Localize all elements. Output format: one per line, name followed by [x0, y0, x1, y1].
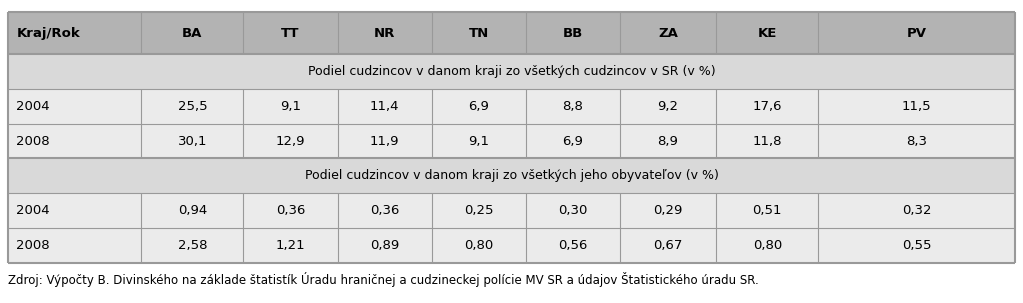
Text: 0,56: 0,56: [559, 239, 587, 252]
Text: KE: KE: [758, 27, 776, 39]
Text: 1,21: 1,21: [276, 239, 305, 252]
Text: 8,8: 8,8: [563, 100, 583, 113]
Text: 9,1: 9,1: [469, 135, 489, 148]
Bar: [8, 228, 1015, 263]
Text: 0,36: 0,36: [276, 204, 305, 217]
Text: 30,1: 30,1: [178, 135, 207, 148]
Text: BB: BB: [563, 27, 583, 39]
Text: 0,80: 0,80: [464, 239, 493, 252]
Text: 11,5: 11,5: [902, 100, 931, 113]
Text: 12,9: 12,9: [276, 135, 305, 148]
Text: ZA: ZA: [658, 27, 678, 39]
Text: Podiel cudzincov v danom kraji zo všetkých cudzincov v SR (v %): Podiel cudzincov v danom kraji zo všetký…: [308, 65, 715, 78]
Text: 6,9: 6,9: [469, 100, 489, 113]
Text: 0,51: 0,51: [753, 204, 782, 217]
Text: TT: TT: [281, 27, 300, 39]
Text: 0,32: 0,32: [902, 204, 931, 217]
Text: 0,25: 0,25: [464, 204, 493, 217]
Bar: [8, 158, 1015, 193]
Text: NR: NR: [374, 27, 395, 39]
Text: 11,9: 11,9: [370, 135, 399, 148]
Text: 0,89: 0,89: [370, 239, 399, 252]
Bar: [8, 193, 1015, 228]
Text: 8,3: 8,3: [906, 135, 927, 148]
Text: 2004: 2004: [16, 100, 50, 113]
Text: 2008: 2008: [16, 239, 50, 252]
Text: 0,55: 0,55: [902, 239, 931, 252]
Text: 0,29: 0,29: [654, 204, 682, 217]
Text: 2008: 2008: [16, 135, 50, 148]
Text: Zdroj: Výpočty B. Divinského na základe štatistík Úradu hraničnej a cudzineckej : Zdroj: Výpočty B. Divinského na základe …: [8, 272, 759, 287]
Text: 0,36: 0,36: [370, 204, 399, 217]
Text: 17,6: 17,6: [753, 100, 782, 113]
Text: 2004: 2004: [16, 204, 50, 217]
Text: 0,94: 0,94: [178, 204, 207, 217]
Text: 11,8: 11,8: [753, 135, 782, 148]
Bar: [8, 89, 1015, 124]
Bar: [8, 12, 1015, 54]
Text: 9,2: 9,2: [658, 100, 678, 113]
Text: 6,9: 6,9: [563, 135, 583, 148]
Text: 0,30: 0,30: [559, 204, 587, 217]
Text: Podiel cudzincov v danom kraji zo všetkých jeho obyvateľov (v %): Podiel cudzincov v danom kraji zo všetký…: [305, 169, 718, 182]
Text: 0,67: 0,67: [654, 239, 682, 252]
Text: TN: TN: [469, 27, 489, 39]
Text: Kraj/Rok: Kraj/Rok: [16, 27, 80, 39]
Bar: [8, 124, 1015, 158]
Text: 2,58: 2,58: [178, 239, 207, 252]
Text: 11,4: 11,4: [370, 100, 399, 113]
Text: PV: PV: [906, 27, 927, 39]
Text: 9,1: 9,1: [280, 100, 301, 113]
Text: 25,5: 25,5: [178, 100, 207, 113]
Text: 8,9: 8,9: [658, 135, 678, 148]
Text: 0,80: 0,80: [753, 239, 782, 252]
Text: BA: BA: [182, 27, 203, 39]
Bar: [8, 54, 1015, 89]
